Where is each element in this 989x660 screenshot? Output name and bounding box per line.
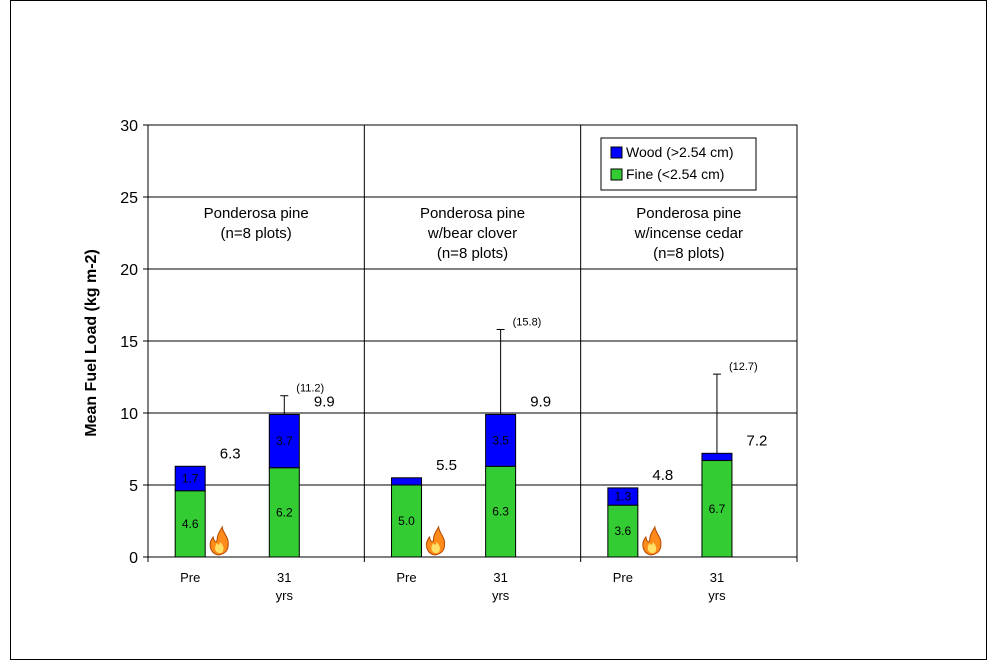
legend: Wood (>2.54 cm) Fine (<2.54 cm): [600, 137, 757, 191]
wood-value-label: 3.5: [492, 433, 509, 447]
error-value-label: (11.2): [296, 383, 324, 395]
x-tick-label: 31: [710, 570, 724, 585]
panel-title: (n=8 plots): [437, 245, 508, 262]
total-value-label: 7.2: [747, 432, 768, 449]
y-tick-label: 25: [120, 190, 138, 207]
panel-title: (n=8 plots): [221, 225, 292, 242]
axes: [143, 124, 798, 562]
fine-value-label: 6.3: [492, 505, 509, 519]
panel-title: Ponderosa pine: [420, 205, 525, 222]
x-tick-label: yrs: [492, 588, 510, 603]
plot-border: [147, 124, 798, 558]
y-tick-label: 15: [120, 334, 138, 351]
fine-value-label: 3.6: [615, 524, 632, 538]
bar-wood: [174, 465, 206, 492]
labels: 0 5 10 15 20 25 30 Ponderosa pine (n=8 plots) 4.6…: [120, 118, 767, 603]
fine-value-label: 5.0: [398, 514, 415, 528]
y-tick-label: 5: [129, 478, 138, 495]
x-tick-label: Pre: [613, 570, 633, 585]
x-tick-label: yrs: [276, 588, 294, 603]
fire-icon: [642, 525, 662, 556]
x-tick-label: 31: [277, 570, 291, 585]
wood-value-label: 1.3: [615, 490, 632, 504]
legend-label: Wood (>2.54 cm): [626, 144, 734, 160]
fire-icon: [426, 525, 446, 556]
bar-wood: [485, 413, 517, 467]
y-tick-label: 0: [129, 550, 138, 567]
total-value-label: 4.8: [652, 467, 673, 484]
error-value-label: (12.7): [729, 361, 758, 373]
bar-wood: [607, 487, 639, 506]
fine-value-label: 6.7: [709, 502, 726, 516]
wood-value-label: 1.7: [182, 472, 199, 486]
panel-title: Ponderosa pine: [204, 205, 309, 222]
total-value-label: 5.5: [436, 457, 457, 474]
y-axis-label: Mean Fuel Load (kg m-2): [83, 249, 100, 437]
bar-wood: [701, 452, 733, 462]
legend-swatch: [610, 146, 623, 159]
total-value-label: 6.3: [220, 445, 241, 462]
bar-fine: [485, 465, 517, 558]
total-value-label: 9.9: [314, 393, 335, 410]
y-tick-label: 20: [120, 262, 138, 279]
legend-swatch: [610, 168, 623, 181]
fire-icon: [209, 525, 229, 556]
y-tick-label: 10: [120, 406, 138, 423]
x-tick-label: Pre: [180, 570, 200, 585]
bars: [174, 328, 733, 558]
fine-value-label: 6.2: [276, 505, 293, 519]
error-value-label: (15.8): [513, 316, 542, 328]
x-tick-label: Pre: [396, 570, 416, 585]
legend-label: Fine (<2.54 cm): [626, 166, 724, 182]
x-tick-label: yrs: [708, 588, 726, 603]
wood-value-label: 3.7: [276, 434, 293, 448]
total-value-label: 9.9: [530, 393, 551, 410]
legend-box: [600, 137, 757, 191]
y-tick-label: 30: [120, 118, 138, 135]
x-tick-label: 31: [493, 570, 507, 585]
panel-title: w/bear clover: [427, 225, 517, 242]
bar-fine: [701, 460, 733, 558]
panel-title: (n=8 plots): [653, 245, 724, 262]
panel-title: w/incense cedar: [634, 225, 743, 242]
fine-value-label: 4.6: [182, 517, 199, 531]
bar-wood: [391, 477, 423, 486]
panel-title: Ponderosa pine: [636, 205, 741, 222]
